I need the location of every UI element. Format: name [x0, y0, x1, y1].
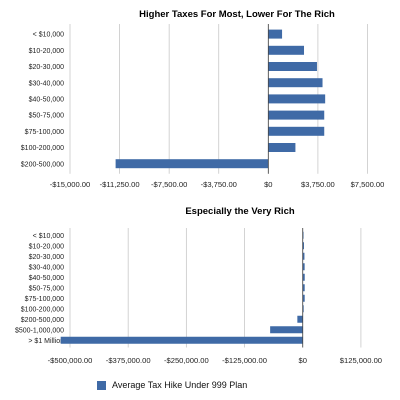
x-tick-label: $0: [264, 180, 272, 189]
category-label: $100-200,000: [21, 145, 64, 152]
x-tick-label: -$3,750.00: [201, 180, 237, 189]
category-label: $75-100,000: [25, 296, 64, 303]
bar: [268, 78, 323, 88]
bar: [302, 294, 305, 302]
x-tick-label: -$7,500.00: [151, 180, 187, 189]
legend: Average Tax Hike Under 999 Plan: [97, 378, 247, 392]
category-label: $40-50,000: [29, 97, 65, 104]
category-label: $30-40,000: [29, 80, 65, 87]
bar: [115, 159, 269, 169]
category-label: $10-20,000: [29, 243, 65, 250]
x-tick-label: $7,500.00: [351, 180, 385, 189]
bar: [302, 263, 305, 271]
x-tick-label: -$125,000.00: [222, 356, 267, 365]
x-tick-label: $0: [299, 356, 307, 365]
bar: [268, 62, 317, 71]
bar: [270, 326, 303, 334]
category-label: $50-75,000: [29, 113, 65, 120]
category-label: $100-200,000: [21, 306, 64, 313]
x-tick-label: -$11,250.00: [100, 180, 140, 189]
legend-swatch: [97, 380, 106, 390]
category-label: $75-100,000: [25, 129, 64, 136]
bar: [268, 45, 305, 55]
bar: [268, 110, 325, 120]
bar: [268, 29, 283, 39]
x-tick-label: -$375,000.00: [106, 356, 151, 365]
x-tick-label: -$15,000.00: [50, 180, 91, 189]
category-label: $20-30,000: [29, 64, 65, 71]
bar: [302, 242, 304, 250]
bar: [268, 126, 325, 136]
category-label: > $1 Million: [28, 338, 64, 345]
bar: [268, 143, 296, 152]
category-label: $30-40,000: [29, 264, 65, 271]
x-tick-label: $125,000.00: [340, 356, 382, 365]
bar: [302, 284, 305, 292]
legend-label: Average Tax Hike Under 999 Plan: [112, 380, 248, 390]
bar: [60, 336, 303, 344]
category-label: < $10,000: [33, 32, 64, 39]
bar: [302, 252, 305, 260]
category-label: $200-500,000: [21, 161, 64, 168]
category-label: $10-20,000: [29, 48, 65, 55]
chart-title: Especially the Very Rich: [185, 206, 295, 217]
x-tick-label: -$250,000.00: [164, 356, 209, 365]
bar: [302, 305, 304, 313]
chart-title: Higher Taxes For Most, Lower For The Ric…: [139, 9, 335, 20]
x-tick-label: -$500,000.00: [48, 356, 93, 365]
category-label: $20-30,000: [29, 254, 65, 261]
category-label: < $10,000: [33, 233, 64, 240]
bar: [268, 94, 326, 104]
bar: [302, 273, 305, 281]
category-label: $50-75,000: [29, 285, 65, 292]
category-label: $200-500,000: [21, 317, 64, 324]
x-tick-label: $3,750.00: [301, 180, 335, 189]
bar: [297, 315, 303, 323]
category-label: $500-1,000,000: [15, 327, 64, 334]
category-label: $40-50,000: [29, 275, 65, 282]
